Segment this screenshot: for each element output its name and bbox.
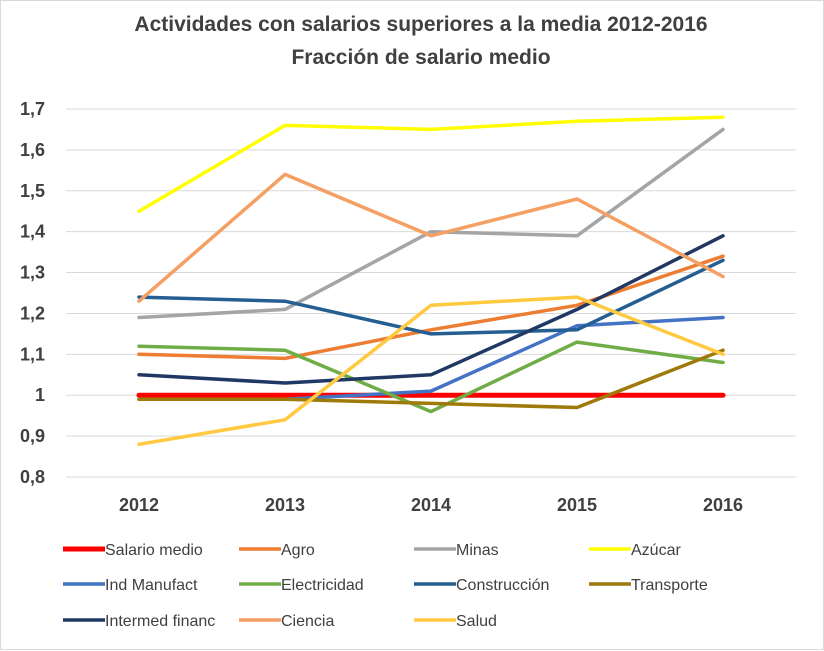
legend-label-ciencia: Ciencia	[281, 613, 334, 630]
series-line-intermed-financ	[137, 234, 725, 385]
legend-label-electricidad: Electricidad	[281, 577, 364, 594]
y-tick-label: 1,2	[20, 303, 45, 323]
legend-label-minas: Minas	[456, 542, 499, 559]
y-tick-label: 1,7	[20, 99, 45, 119]
y-tick-label: 1	[35, 385, 45, 405]
chart-title: Actividades con salarios superiores a la…	[134, 13, 707, 36]
y-tick-label: 0,8	[20, 467, 45, 487]
series-line-azucar	[137, 115, 725, 213]
series-line-electricidad	[137, 340, 725, 414]
legend-label-azucar: Azúcar	[631, 542, 681, 559]
legend-label-salario-medio: Salario medio	[105, 542, 203, 559]
series-line-minas	[137, 127, 725, 320]
legend-label-construccion: Construcción	[456, 577, 549, 594]
series-line-transporte	[137, 348, 725, 410]
y-tick-label: 0,9	[20, 426, 45, 446]
x-tick-label: 2015	[557, 495, 597, 515]
series-line-construccion	[137, 258, 725, 336]
legend-label-transporte: Transporte	[631, 577, 708, 594]
chart-subtitle: Fracción de salario medio	[291, 46, 550, 69]
x-tick-label: 2013	[265, 495, 305, 515]
y-tick-label: 1,3	[20, 263, 45, 283]
x-axis-ticks: 2012 2013 2014 2015 2016	[119, 495, 743, 515]
gridlines	[66, 108, 796, 478]
y-axis-ticks: 0,8 0,9 1 1,1 1,2 1,3 1,4 1,5 1,6 1,7	[20, 99, 45, 487]
legend-label-salud: Salud	[456, 613, 497, 630]
legend-label-intermed-financ: Intermed financ	[105, 613, 215, 630]
y-tick-label: 1,5	[20, 181, 45, 201]
legend-label-ind-manufact: Ind Manufact	[105, 577, 198, 594]
x-tick-label: 2014	[411, 495, 451, 515]
legend: Salario medio Agro Minas Azúcar Ind Manufact…	[63, 542, 708, 630]
x-tick-label: 2012	[119, 495, 159, 515]
y-tick-label: 1,1	[20, 344, 45, 364]
series-lines	[136, 115, 726, 447]
x-tick-label: 2016	[703, 495, 743, 515]
series-line-salud	[137, 295, 725, 447]
series-line-ciencia	[137, 172, 725, 303]
y-tick-label: 1,4	[20, 222, 45, 242]
series-line-agro	[137, 254, 725, 361]
legend-label-agro: Agro	[281, 542, 315, 559]
y-tick-label: 1,6	[20, 140, 45, 160]
